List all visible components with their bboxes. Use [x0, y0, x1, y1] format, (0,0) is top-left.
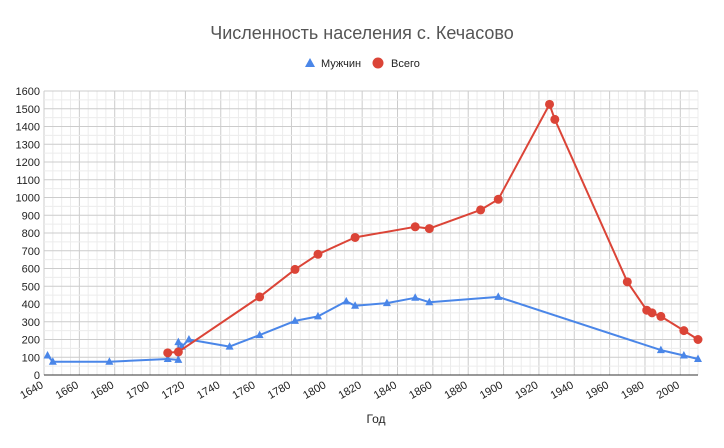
x-tick-label: 1700	[124, 379, 151, 402]
legend-marker-triangle	[305, 58, 315, 67]
y-tick-label: 1200	[16, 157, 40, 169]
data-point	[424, 224, 434, 234]
data-point	[184, 335, 193, 343]
x-tick-label: 2000	[655, 379, 682, 402]
y-tick-label: 200	[22, 335, 40, 347]
data-point	[351, 301, 360, 309]
legend-label: Мужчин	[321, 58, 361, 70]
x-tick-label: 1900	[478, 379, 505, 402]
x-tick-label: 1740	[195, 379, 222, 402]
data-point	[425, 297, 434, 306]
data-point	[550, 114, 560, 124]
x-tick-label: 1960	[584, 379, 611, 402]
x-tick-label: 1980	[619, 379, 646, 402]
data-point	[656, 345, 665, 354]
data-point	[48, 357, 57, 365]
x-tick-label: 1640	[18, 379, 45, 402]
data-point	[622, 277, 632, 287]
y-tick-label: 1600	[16, 86, 40, 98]
data-point	[255, 292, 265, 302]
data-point	[493, 194, 503, 204]
x-tick-label: 1780	[266, 379, 293, 402]
series-layer	[43, 99, 703, 365]
legend: Мужчин Всего	[305, 57, 420, 70]
data-point	[545, 99, 555, 109]
data-point	[105, 357, 114, 365]
x-tick-label: 1820	[336, 379, 363, 402]
x-tick-label: 1920	[513, 379, 540, 402]
y-tick-label: 1000	[16, 193, 40, 205]
x-tick-label: 1660	[54, 379, 81, 402]
x-tick-label: 1800	[301, 379, 328, 402]
data-point	[225, 342, 234, 350]
data-point	[410, 222, 420, 232]
x-tick-label: 1680	[89, 379, 116, 402]
data-point	[163, 348, 173, 358]
y-tick-label: 1300	[16, 139, 40, 151]
data-point	[647, 308, 657, 318]
legend-label: Всего	[391, 58, 420, 70]
data-point	[694, 354, 702, 363]
data-point	[342, 296, 351, 305]
y-tick-label: 1100	[16, 175, 40, 187]
data-point	[43, 350, 52, 359]
y-tick-label: 1500	[16, 104, 40, 116]
x-tick-label: 1760	[230, 379, 257, 402]
y-tick-label: 800	[22, 228, 40, 240]
x-tick-label: 1860	[407, 379, 434, 402]
x-axis-label: Год	[366, 412, 385, 426]
y-tick-label: 300	[22, 317, 40, 329]
data-point	[173, 347, 183, 357]
y-tick-label: 500	[22, 281, 40, 293]
y-tick-label: 400	[22, 299, 40, 311]
y-tick-label: 700	[22, 246, 40, 258]
y-tick-label: 900	[22, 210, 40, 222]
data-point	[255, 330, 264, 339]
series-2	[163, 99, 703, 358]
grid	[43, 90, 699, 376]
axes: 0 100 200 300 400 500 600 700 800 900 1000 1100 1200…	[16, 86, 698, 402]
data-point	[382, 298, 391, 307]
data-point	[693, 335, 703, 344]
data-point	[174, 355, 183, 363]
data-point	[350, 232, 360, 242]
data-point	[656, 311, 666, 321]
data-point	[313, 249, 323, 259]
data-point	[494, 292, 503, 300]
data-point	[290, 264, 300, 274]
chart-title: Численность населения с. Кечасово	[210, 23, 514, 43]
data-point	[679, 350, 688, 359]
y-tick-label: 1400	[16, 122, 40, 134]
data-point	[174, 337, 183, 346]
x-tick-label: 1840	[372, 379, 399, 402]
data-point	[679, 326, 689, 336]
y-tick-label: 600	[22, 264, 40, 276]
x-tick-label: 1720	[160, 379, 187, 402]
data-point	[476, 205, 486, 215]
series-1	[43, 292, 702, 365]
data-point	[290, 316, 299, 324]
x-tick-label: 1940	[549, 379, 576, 402]
data-point	[313, 311, 322, 320]
legend-marker-circle	[372, 57, 384, 69]
x-tick-label: 1880	[443, 379, 470, 402]
data-point	[411, 293, 420, 301]
y-tick-label: 0	[34, 370, 40, 382]
y-tick-label: 100	[22, 352, 40, 364]
data-point	[163, 354, 172, 363]
